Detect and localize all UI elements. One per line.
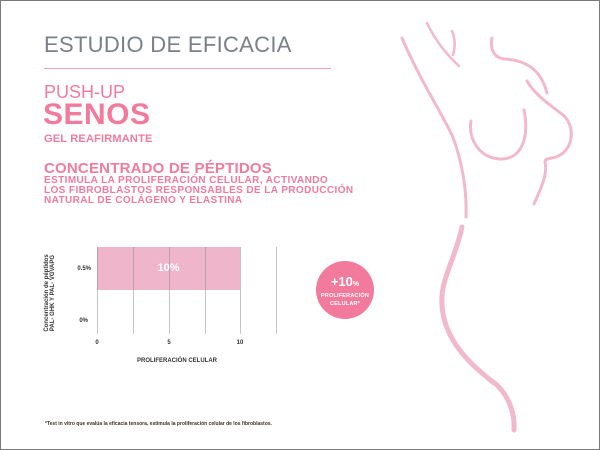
ingredient-description-line: NATURAL DE COLÁGENO Y ELASTINA <box>44 195 243 206</box>
badge-number: +10 <box>330 274 353 289</box>
bar-0-5-percent <box>97 247 240 290</box>
badge-unit: % <box>352 281 360 288</box>
y-tick-label: 0.5% <box>77 266 91 272</box>
grid-line <box>240 247 241 334</box>
y-tick-label: 0% <box>79 318 88 324</box>
footnote: *Test in vitro que evalúa la eficacia te… <box>45 421 272 427</box>
title-divider <box>44 68 331 69</box>
ingredient-title: CONCENTRADO DE PÉPTIDOS <box>44 160 272 177</box>
ingredient-description-line: LOS FIBROBLASTOS RESPONSABLES DE LA PROD… <box>44 185 354 196</box>
ingredient-description-line: ESTIMULA LA PROLIFERACIÓN CELULAR, ACTIV… <box>44 175 329 186</box>
bar-grid-line <box>97 247 98 290</box>
grid-line <box>205 247 206 334</box>
x-axis-label: PROLIFERACIÓN CELULAR <box>137 358 217 364</box>
bar-grid-line <box>169 247 170 290</box>
x-tick-label: 5 <box>167 340 171 346</box>
product-type: GEL REAFIRMANTE <box>44 133 153 145</box>
product-line: PUSH-UP <box>44 82 126 102</box>
grid-line <box>97 247 98 334</box>
badge-value: +10% <box>316 274 374 289</box>
bar-grid-line <box>133 247 134 290</box>
badge-line: CELULAR* <box>329 301 361 307</box>
grid-line <box>276 247 277 334</box>
grid-line <box>169 247 170 334</box>
bar-grid-line <box>205 247 206 290</box>
bar-value-label: 10% <box>157 262 180 274</box>
x-tick-label: 10 <box>236 340 244 346</box>
badge-text: PROLIFERACIÓN CELULAR* <box>316 292 374 308</box>
grid-line <box>133 247 134 334</box>
badge-line: PROLIFERACIÓN <box>320 293 370 299</box>
ingredient-description: ESTIMULA LA PROLIFERACIÓN CELULAR, ACTIV… <box>44 176 354 206</box>
page-title: ESTUDIO DE EFICACIA <box>44 32 292 57</box>
product-name: SENOS <box>43 98 151 131</box>
proliferation-badge: +10% PROLIFERACIÓN CELULAR* <box>316 261 374 319</box>
x-tick-label: 0 <box>95 340 99 346</box>
